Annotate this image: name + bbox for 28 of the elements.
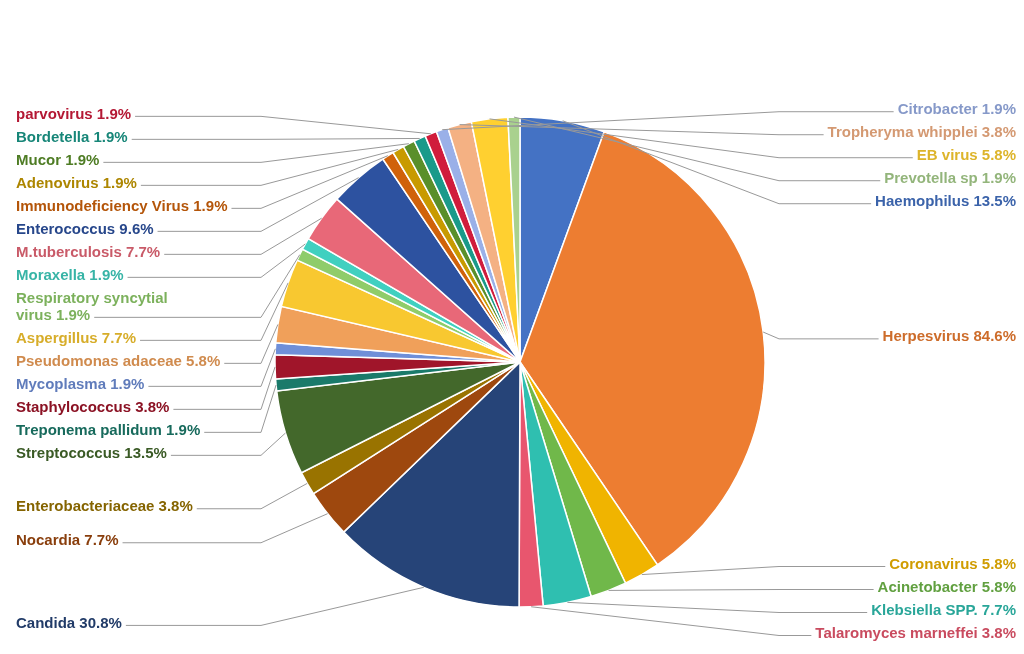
slice-label: Citrobacter 1.9% (897, 100, 1016, 118)
slice-label: Candida 30.8% (16, 613, 122, 631)
slice-label: Adenovirus 1.9% (16, 173, 137, 191)
slice-label: Enterococcus 9.6% (16, 219, 154, 237)
slice-label: Moraxella 1.9% (16, 265, 124, 283)
slice-label: Herpesvirus 84.6% (882, 327, 1016, 345)
slice-label: Talaromyces marneffei 3.8% (815, 624, 1016, 641)
slice-label: Immunodeficiency Virus 1.9% (16, 196, 228, 214)
slice-label: parvovirus 1.9% (16, 104, 132, 122)
slice-label: Nocardia 7.7% (16, 531, 119, 549)
slice-label: Treponema pallidum 1.9% (16, 420, 201, 438)
slice-label: EB virus 5.8% (916, 146, 1016, 164)
slice-label: Tropheryma whipplei 3.8% (827, 123, 1016, 141)
slice-label: Mucor 1.9% (16, 150, 100, 168)
slice-label: Acinetobacter 5.8% (877, 578, 1016, 595)
slice-label: Staphylococcus 3.8% (16, 397, 170, 415)
slice-label: Haemophilus 13.5% (875, 192, 1016, 210)
slice-label: Aspergillus 7.7% (16, 328, 137, 346)
slice-label: Prevotella sp 1.9% (884, 169, 1016, 187)
slice-label: Mycoplasma 1.9% (16, 374, 145, 392)
slice-label: Streptococcus 13.5% (16, 443, 167, 461)
slice-label: Coronavirus 5.8% (889, 555, 1016, 572)
slice-label: Bordetella 1.9% (16, 127, 128, 145)
slice-label: Klebsiella SPP. 7.7% (871, 601, 1016, 618)
slice-label: M.tuberculosis 7.7% (16, 242, 161, 260)
slice-label: Respiratory syncytial virus 1.9% (16, 288, 168, 323)
slice-label: Enterobacteriaceae 3.8% (16, 497, 193, 515)
slice-label: Pseudomonas adaceae 5.8% (16, 351, 221, 369)
